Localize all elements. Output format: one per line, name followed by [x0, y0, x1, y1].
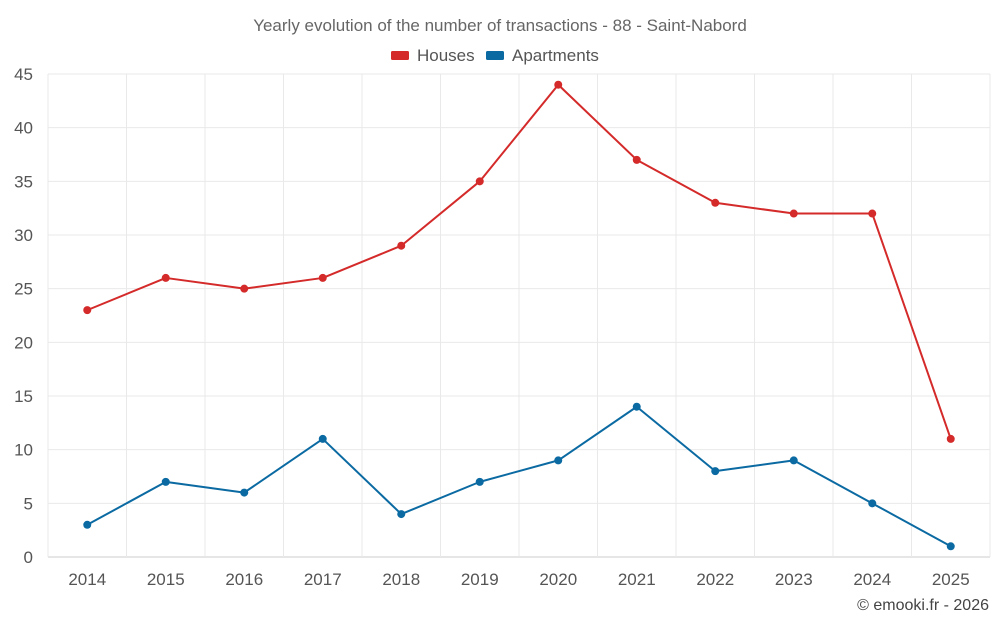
y-axis: 0 5 10 15 20 25 30 35 40 45	[14, 65, 33, 567]
data-point-apartments[interactable]	[789, 456, 798, 465]
data-point-apartments[interactable]	[161, 477, 170, 486]
x-tick-label: 2015	[147, 570, 185, 589]
x-tick-label: 2016	[225, 570, 263, 589]
y-tick-label: 35	[14, 172, 33, 191]
data-point-houses[interactable]	[475, 177, 484, 186]
data-point-houses[interactable]	[397, 241, 406, 250]
credit-text: © emooki.fr - 2026	[857, 597, 989, 614]
y-tick-label: 20	[14, 333, 33, 352]
legend-swatch-apartments	[486, 51, 504, 60]
data-point-apartments[interactable]	[475, 477, 484, 486]
legend: Houses Apartments	[391, 46, 599, 65]
y-tick-label: 30	[14, 226, 33, 245]
data-point-houses[interactable]	[554, 80, 563, 89]
x-tick-label: 2020	[539, 570, 577, 589]
data-point-apartments[interactable]	[83, 520, 92, 529]
data-point-houses[interactable]	[161, 273, 170, 282]
y-tick-label: 40	[14, 119, 33, 138]
x-axis: 2014 2015 2016 2017 2018 2019 2020 2021 2022 2023…	[68, 570, 969, 589]
data-point-houses[interactable]	[318, 273, 327, 282]
data-point-apartments[interactable]	[711, 467, 720, 476]
y-tick-label: 45	[14, 65, 33, 84]
y-tick-label: 15	[14, 387, 33, 406]
x-tick-label: 2014	[68, 570, 106, 589]
data-point-houses[interactable]	[789, 209, 798, 218]
chart-title: Yearly evolution of the number of transa…	[253, 16, 747, 35]
legend-swatch-houses	[391, 51, 409, 60]
y-tick-label: 10	[14, 441, 33, 460]
data-point-houses[interactable]	[711, 198, 720, 207]
series-line-apartments	[86, 405, 952, 548]
data-point-houses[interactable]	[632, 155, 641, 164]
data-point-houses[interactable]	[83, 306, 92, 315]
x-tick-label: 2018	[382, 570, 420, 589]
x-tick-label: 2021	[618, 570, 656, 589]
y-tick-label: 5	[24, 494, 33, 513]
data-point-apartments[interactable]	[632, 402, 641, 411]
data-point-houses[interactable]	[868, 209, 877, 218]
data-point-houses[interactable]	[946, 434, 955, 443]
data-point-apartments[interactable]	[868, 499, 877, 508]
legend-label-apartments[interactable]: Apartments	[512, 46, 599, 65]
series-layer	[83, 80, 955, 551]
data-point-houses[interactable]	[240, 284, 249, 293]
data-point-apartments[interactable]	[397, 510, 406, 519]
y-tick-label: 25	[14, 280, 33, 299]
data-point-apartments[interactable]	[946, 542, 955, 551]
y-tick-label: 0	[24, 548, 33, 567]
x-tick-label: 2023	[775, 570, 813, 589]
x-tick-label: 2025	[932, 570, 970, 589]
data-point-apartments[interactable]	[318, 434, 327, 443]
x-tick-label: 2017	[304, 570, 342, 589]
data-point-apartments[interactable]	[554, 456, 563, 465]
x-tick-label: 2022	[696, 570, 734, 589]
x-tick-label: 2024	[853, 570, 891, 589]
data-point-apartments[interactable]	[240, 488, 249, 497]
x-tick-label: 2019	[461, 570, 499, 589]
legend-label-houses[interactable]: Houses	[417, 46, 475, 65]
grid	[47, 73, 991, 558]
series-line-houses	[86, 83, 952, 440]
